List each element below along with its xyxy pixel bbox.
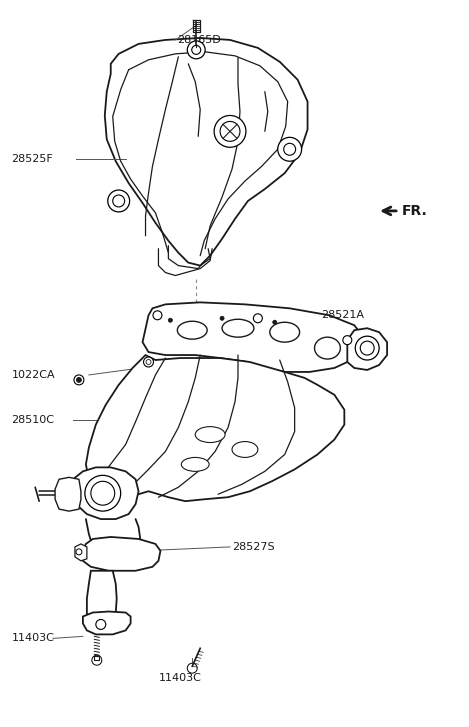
Text: FR.: FR. [402, 204, 428, 218]
Polygon shape [105, 38, 308, 265]
Circle shape [273, 321, 277, 324]
Polygon shape [86, 355, 344, 501]
Circle shape [360, 341, 374, 355]
Polygon shape [75, 544, 87, 561]
Circle shape [146, 360, 151, 364]
Circle shape [113, 195, 125, 207]
Text: 28525F: 28525F [11, 154, 53, 164]
Circle shape [76, 549, 82, 555]
Circle shape [220, 316, 224, 321]
Circle shape [214, 116, 246, 148]
Polygon shape [83, 611, 131, 635]
Circle shape [343, 336, 352, 345]
Circle shape [168, 318, 173, 322]
Text: 28510C: 28510C [11, 414, 54, 425]
Ellipse shape [182, 457, 209, 471]
Circle shape [192, 45, 201, 55]
Ellipse shape [270, 322, 300, 342]
Circle shape [220, 121, 240, 141]
Circle shape [153, 311, 162, 320]
Circle shape [96, 619, 106, 630]
Ellipse shape [315, 337, 340, 359]
Polygon shape [83, 537, 160, 571]
Circle shape [108, 190, 129, 212]
Text: 28527S: 28527S [232, 542, 275, 552]
Circle shape [187, 41, 205, 59]
Circle shape [253, 314, 262, 323]
Circle shape [74, 375, 84, 385]
Polygon shape [87, 571, 117, 624]
Ellipse shape [222, 319, 254, 337]
Circle shape [92, 655, 102, 665]
Circle shape [76, 377, 82, 382]
Ellipse shape [195, 427, 225, 443]
Text: 11403C: 11403C [159, 673, 201, 683]
Text: 28165D: 28165D [177, 35, 221, 45]
Polygon shape [69, 467, 138, 519]
Circle shape [91, 481, 115, 505]
Text: 1022CA: 1022CA [11, 370, 55, 380]
Polygon shape [143, 302, 364, 372]
Ellipse shape [177, 321, 207, 339]
Circle shape [144, 357, 153, 367]
Circle shape [284, 143, 295, 156]
Text: 11403C: 11403C [11, 633, 54, 643]
Circle shape [278, 137, 302, 161]
Polygon shape [348, 328, 387, 370]
Ellipse shape [232, 441, 258, 457]
Circle shape [356, 336, 379, 360]
Circle shape [187, 663, 197, 673]
Text: 28521A: 28521A [321, 310, 364, 321]
Circle shape [85, 475, 121, 511]
Polygon shape [55, 478, 81, 511]
